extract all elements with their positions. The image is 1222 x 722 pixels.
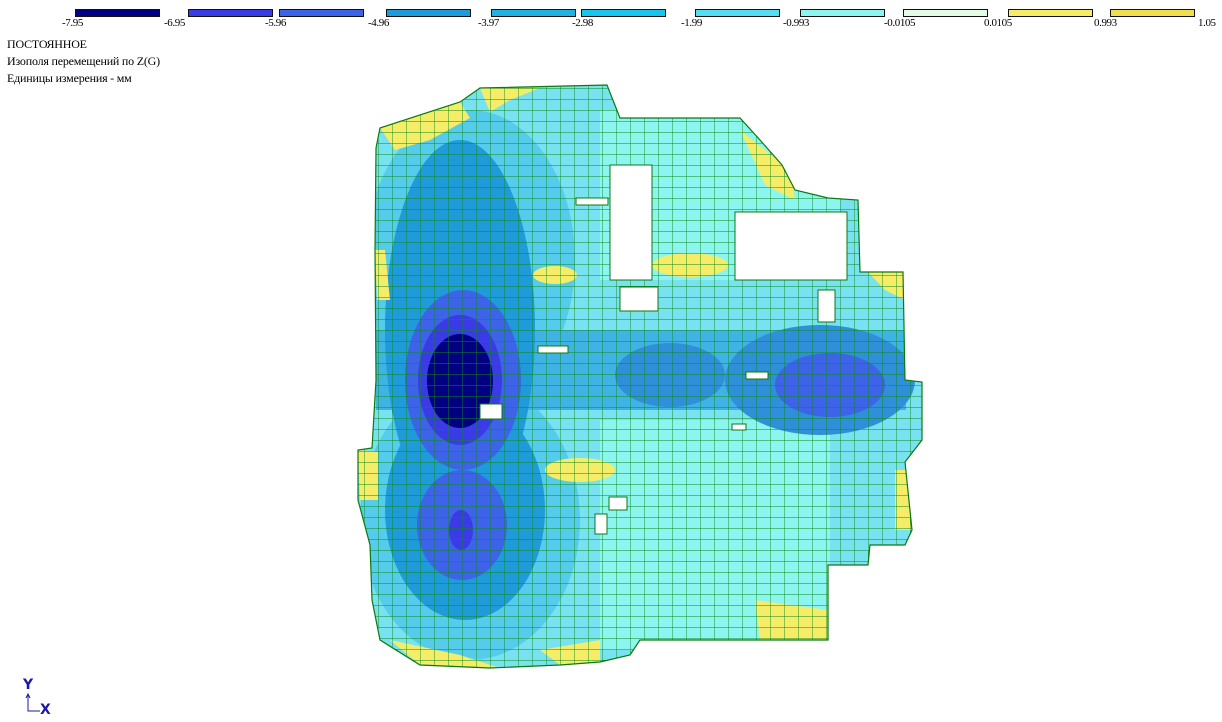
plate-outline [357,84,923,669]
axis-y-label: Y [23,677,34,693]
opening-3 [619,286,659,312]
legend-tick-12: 1.05 [1198,17,1216,29]
legend-swatch-2 [188,9,273,17]
opening-10 [608,496,628,511]
opening-2 [734,211,848,281]
axis-indicator: Y X [20,677,70,718]
axis-arrows-icon [25,692,40,712]
field-label: Изополя перемещений по Z(G) [7,54,160,68]
opening-11 [594,513,608,535]
legend-swatch-6 [581,9,666,17]
legend-tick-9: -0.0105 [884,17,916,29]
legend-tick-4: -4.96 [368,17,389,29]
legend-tick-6: -2.98 [572,17,593,29]
opening-9 [731,423,747,431]
legend-swatch-8 [800,9,885,17]
legend-tick-5: -3.97 [478,17,499,29]
legend-swatch-3 [279,9,364,17]
legend-swatch-4 [386,9,471,17]
opening-1 [609,164,653,281]
legend-tick-1: -7.95 [62,17,83,29]
load-case-label: ПОСТОЯННОЕ [7,37,87,51]
legend-tick-8: -0.993 [783,17,810,29]
legend-swatch-10 [1008,9,1093,17]
legend-swatch-9 [903,9,988,17]
color-scale-legend: -7.95 -6.95 -5.96 -4.96 -3.97 -2.98 -1.9… [0,0,1222,40]
legend-tick-2: -6.95 [164,17,185,29]
legend-tick-10: 0.0105 [984,17,1012,29]
legend-tick-11: 0.993 [1094,17,1117,29]
units-label: Единицы измерения - мм [7,71,132,85]
opening-8 [745,371,769,380]
legend-swatch-7 [695,9,780,17]
legend-swatch-11 [1110,9,1195,17]
legend-swatch-1 [75,9,160,17]
legend-swatch-5 [491,9,576,17]
opening-6 [537,345,569,354]
opening-4 [817,289,836,323]
legend-tick-3: -5.96 [265,17,286,29]
opening-5 [575,197,609,206]
opening-7 [479,403,503,420]
axis-x-label: X [40,702,51,718]
legend-tick-7: -1.99 [681,17,702,29]
